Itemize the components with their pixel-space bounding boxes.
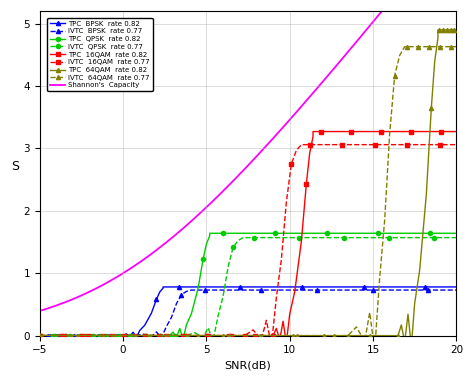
Y-axis label: S: S bbox=[11, 160, 19, 173]
X-axis label: SNR(dB): SNR(dB) bbox=[225, 361, 272, 371]
Legend: TPC  BPSK  rate 0.82, IVTC  BPSK  rate 0.77, TPC  QPSK  rate 0.82, IVTC  QPSK  r: TPC BPSK rate 0.82, IVTC BPSK rate 0.77,… bbox=[47, 18, 153, 91]
